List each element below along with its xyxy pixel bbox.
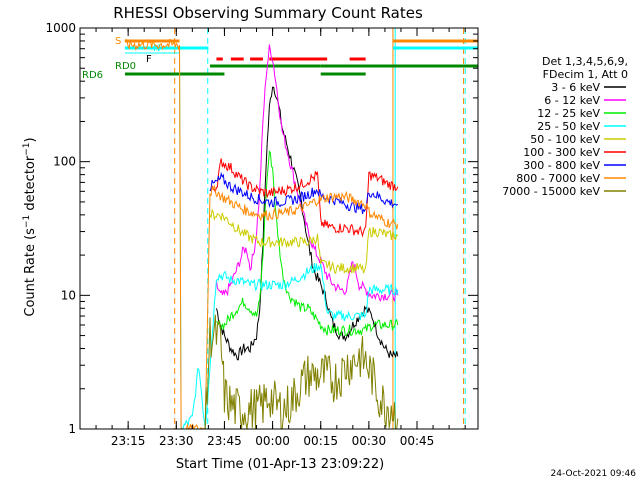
series-line (209, 208, 399, 275)
y-tick-label: 100 (53, 155, 76, 169)
series-line (204, 314, 399, 429)
x-tick-label: 00:30 (352, 434, 387, 448)
state-bar-label: F (146, 54, 152, 65)
legend-header: FDecim 1, Att 0 (543, 68, 628, 81)
legend-entry-label: 300 - 800 keV (523, 159, 600, 172)
legend-entry-label: 3 - 6 keV (551, 81, 600, 94)
y-tick-label: 1 (68, 422, 76, 436)
series-line (215, 86, 399, 361)
state-bar-label: N (153, 43, 160, 54)
legend-entry-label: 25 - 50 keV (537, 120, 600, 133)
y-tick-label: 1000 (45, 21, 76, 35)
x-tick-label: 23:30 (159, 434, 194, 448)
x-axis-label: Start Time (01-Apr-13 23:09:22) (176, 457, 384, 472)
series-line (209, 171, 399, 215)
x-tick-label: 23:15 (111, 434, 146, 448)
series-line (209, 158, 399, 238)
x-tick-label: 00:45 (400, 434, 435, 448)
y-axis-label-part: −1 (22, 142, 32, 155)
plot-frame (79, 27, 479, 430)
legend-entry-label: 800 - 7000 keV (516, 172, 600, 185)
state-bar-label: RD6 (82, 70, 103, 81)
plot-area: S NF RD0 RD6 1 10 100 1000 23:15 23:30 23:45 00:00 0… (45, 21, 479, 448)
series-line (124, 52, 399, 429)
x-tick-label: 00:15 (303, 434, 338, 448)
y-axis-label-part: −1 (22, 215, 32, 228)
y-axis-label: Count Rate (s−1 detector−1) (22, 137, 38, 316)
legend-entry-label: 6 - 12 keV (544, 94, 600, 107)
legend-header: Det 1,3,4,5,6,9, (542, 55, 628, 68)
legend-entry-label: 7000 - 15000 keV (502, 185, 600, 198)
legend-entry-label: 12 - 25 keV (537, 107, 600, 120)
x-tick-label: 23:45 (207, 434, 242, 448)
y-axis-label-part: detector (23, 155, 38, 215)
legend-entry-label: 100 - 300 keV (523, 146, 600, 159)
footer-timestamp: 24-Oct-2021 09:46 (551, 469, 637, 479)
series-line (124, 38, 399, 429)
series-line (216, 150, 399, 337)
y-axis-label-part: Count Rate (s (23, 228, 38, 317)
y-tick-label: 10 (61, 288, 76, 302)
state-bar-label: S (115, 36, 121, 47)
y-axis-label-part: ) (23, 137, 38, 142)
chart-title: RHESSI Observing Summary Count Rates (113, 4, 423, 22)
series-line (215, 44, 399, 303)
legend-entry-label: 50 - 100 keV (530, 133, 600, 146)
x-tick-label: 00:00 (255, 434, 290, 448)
state-bar-label: RD0 (115, 61, 136, 72)
legend: Det 1,3,4,5,6,9,FDecim 1, Att 03 - 6 keV… (502, 55, 628, 198)
